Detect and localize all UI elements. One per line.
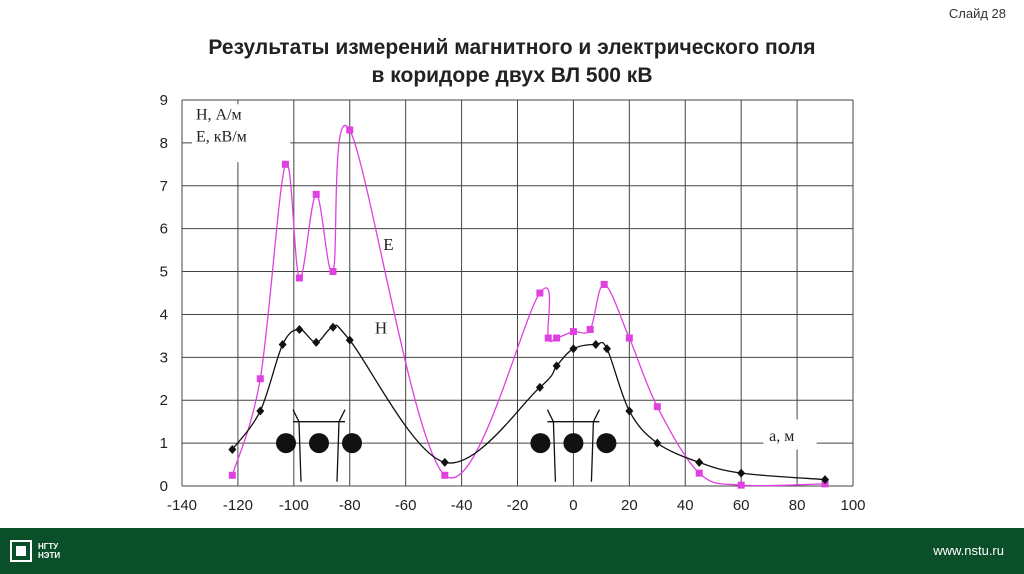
data-point-E [695, 469, 703, 477]
series-line-H [231, 324, 826, 481]
logo-line-1: НГТУ [38, 542, 59, 551]
university-logo: НГТУ НЭТИ [10, 540, 60, 562]
x-tick-label: 100 [840, 497, 865, 514]
y-tick-label: 3 [160, 349, 168, 366]
data-point-H [602, 344, 611, 354]
y-axis-label: E, кВ/м [196, 128, 247, 145]
y-tick-label: 4 [160, 306, 168, 323]
x-tick-label: 40 [677, 497, 694, 514]
data-point-E [346, 126, 354, 134]
data-point-H [569, 344, 578, 354]
x-tick-label: -60 [395, 497, 417, 514]
conductor-icon [563, 433, 584, 454]
tower-leg [336, 421, 340, 482]
data-point-E [625, 334, 633, 342]
data-point-H [552, 361, 561, 371]
data-point-H [535, 382, 544, 392]
data-point-E [569, 328, 577, 336]
y-tick-label: 1 [160, 435, 168, 452]
data-point-H [695, 457, 704, 467]
data-point-H [591, 339, 600, 349]
slide-title-line-2: в коридоре двух ВЛ 500 кВ [371, 64, 653, 87]
data-point-E [536, 289, 544, 297]
data-point-E [312, 190, 320, 198]
data-point-H [625, 406, 634, 416]
data-point-H [653, 438, 662, 448]
data-point-E [256, 375, 264, 383]
footer-bar: НГТУ НЭТИ www.nstu.ru [0, 528, 1024, 574]
logo-line-2: НЭТИ [38, 551, 61, 560]
data-point-E [228, 471, 236, 479]
tower-leg [298, 421, 302, 482]
x-tick-label: -80 [339, 497, 361, 514]
conductor-icon [530, 433, 551, 454]
x-tick-label: -120 [223, 497, 253, 514]
data-point-E [329, 268, 337, 276]
tower-tip [292, 409, 300, 422]
data-point-H [821, 475, 830, 485]
y-tick-label: 6 [160, 221, 168, 238]
x-axis-label-background [763, 419, 817, 450]
series-label-H: H [375, 319, 387, 338]
conductor-icon [341, 433, 362, 454]
data-point-E [600, 280, 608, 288]
x-tick-label: -100 [279, 497, 309, 514]
tower-tip [546, 409, 554, 422]
x-tick-label: 20 [621, 497, 638, 514]
tower-leg [552, 421, 557, 482]
x-tick-label: -140 [167, 497, 197, 514]
y-axis-label-background [191, 104, 291, 163]
field-measurement-chart: -140 -120 -100 -80 -60 -40 -20 0 20 40 60 80 100 0 1 2 3… [160, 92, 866, 514]
y-tick-label: 7 [160, 178, 168, 195]
series-label-E: E [383, 235, 393, 254]
data-point-E [653, 403, 661, 411]
data-point-H [345, 335, 354, 345]
data-point-H [295, 324, 304, 334]
power-line-tower-icon [530, 409, 617, 482]
data-point-E [544, 334, 552, 342]
conductor-icon [308, 433, 329, 454]
y-tick-label: 5 [160, 264, 168, 281]
data-point-H [312, 337, 321, 347]
series-line-E [231, 125, 826, 487]
data-point-E [586, 325, 594, 333]
slide-title-line-1: Результаты измерений магнитного и электр… [208, 36, 816, 59]
website-link[interactable]: www.nstu.ru [933, 543, 1004, 558]
data-point-H [256, 406, 265, 416]
data-point-H [737, 468, 746, 478]
tower-tip [338, 409, 346, 422]
tower-tip [592, 409, 600, 422]
data-point-E [441, 471, 449, 479]
tower-leg [590, 421, 595, 482]
data-point-H [440, 457, 449, 467]
data-point-E [553, 334, 561, 342]
y-axis-label: H, А/м [196, 106, 242, 123]
logo-mark-icon [10, 540, 32, 562]
x-axis-label: a, м [769, 428, 794, 445]
data-point-H [278, 339, 287, 349]
x-tick-label: -20 [507, 497, 529, 514]
data-point-E [737, 481, 745, 489]
x-tick-label: 0 [569, 497, 577, 514]
data-point-E [295, 274, 303, 282]
y-tick-label: 8 [160, 135, 168, 152]
data-point-E [281, 160, 289, 168]
power-line-tower-icon [275, 409, 362, 482]
y-tick-label: 9 [160, 92, 168, 109]
slide-number: Слайд 28 [948, 6, 1006, 21]
x-tick-label: 80 [789, 497, 806, 514]
x-tick-label: -40 [451, 497, 473, 514]
conductor-icon [275, 433, 296, 454]
y-tick-label: 0 [160, 478, 168, 495]
x-tick-label: 60 [733, 497, 750, 514]
data-point-H [228, 445, 237, 455]
y-tick-label: 2 [160, 392, 168, 409]
conductor-icon [596, 433, 617, 454]
data-point-H [328, 322, 337, 332]
